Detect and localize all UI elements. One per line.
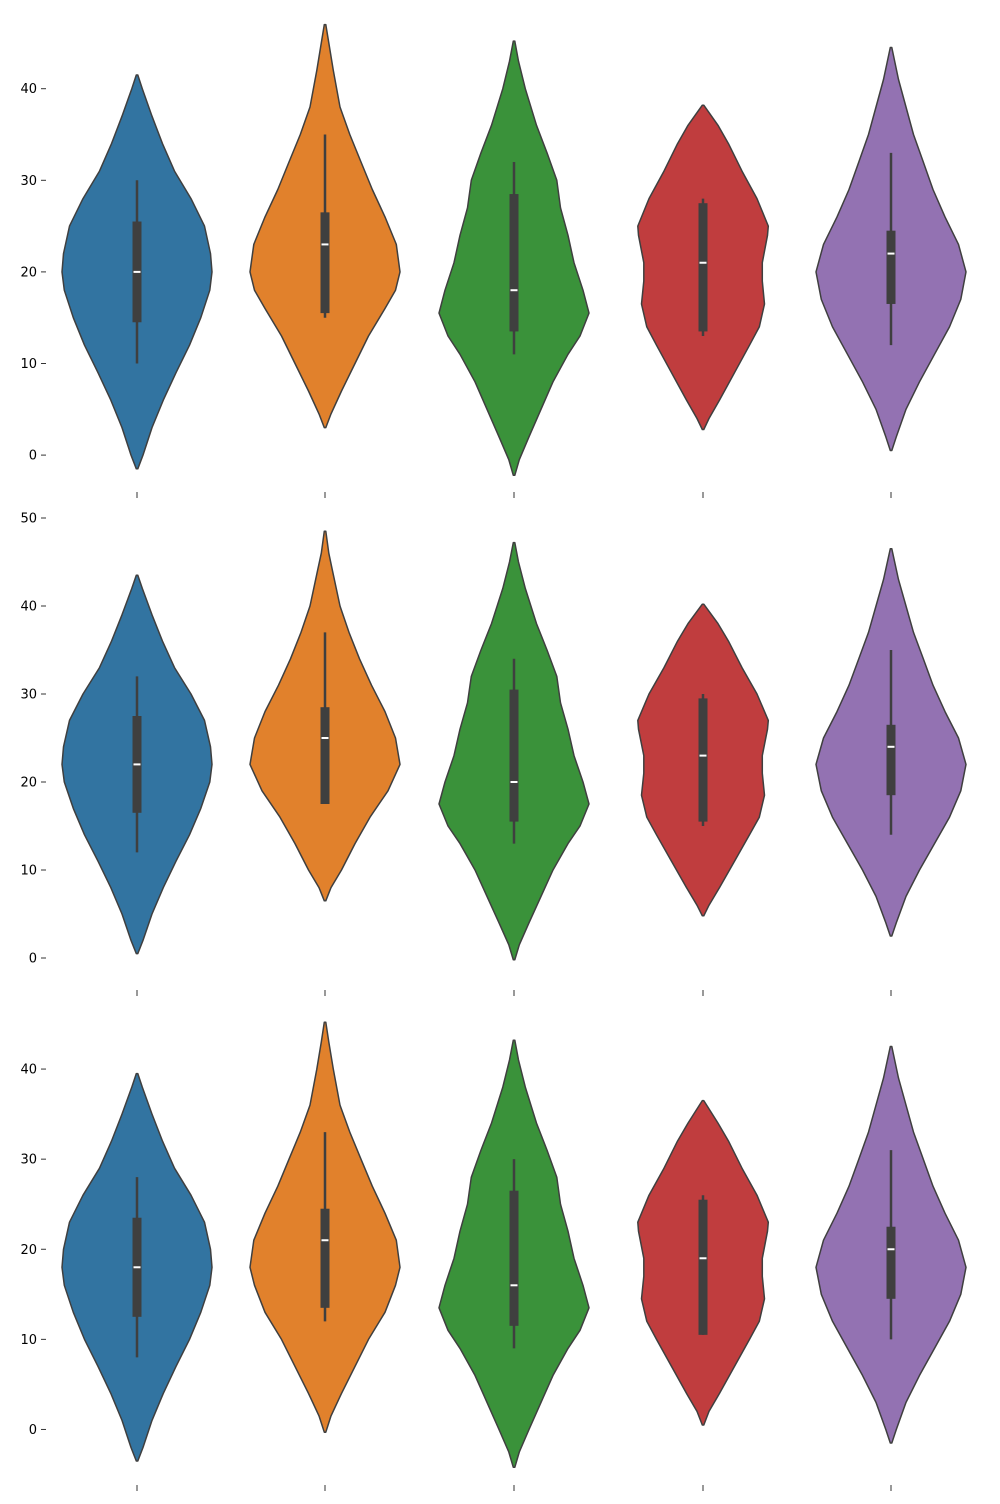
y-tick-label: 50 [20,512,37,527]
iqr-box [320,707,330,804]
y-tick-label: 30 [20,174,37,189]
y-tick-label: 10 [20,1333,37,1348]
y-tick-label: 0 [29,1423,37,1438]
iqr-box [509,194,519,332]
panel-3: 0 10 20 30 40 [20,1021,967,1491]
iqr-box [320,212,330,314]
iqr-box [320,1208,330,1308]
y-tick-label: 30 [20,688,37,703]
y-tick-label: 20 [20,265,37,280]
iqr-box [886,1226,896,1299]
iqr-box [886,230,896,304]
panel-2: 0 10 20 30 40 50 [20,512,967,996]
iqr-box [698,1199,708,1335]
iqr-box [698,698,708,822]
y-tick-label: 30 [20,1153,37,1168]
panel-1: 0 10 20 30 40 [20,23,967,498]
y-tick-label: 10 [20,864,37,879]
iqr-box [509,689,519,822]
y-tick-label: 20 [20,1243,37,1258]
iqr-box [509,1190,519,1326]
y-tick-label: 0 [29,952,37,967]
iqr-box [886,724,896,796]
y-tick-label: 20 [20,776,37,791]
y-tick-label: 40 [20,1063,37,1078]
y-tick-label: 40 [20,82,37,97]
y-tick-label: 0 [29,449,37,464]
y-tick-label: 10 [20,357,37,372]
iqr-box [698,203,708,332]
y-tick-label: 40 [20,600,37,615]
